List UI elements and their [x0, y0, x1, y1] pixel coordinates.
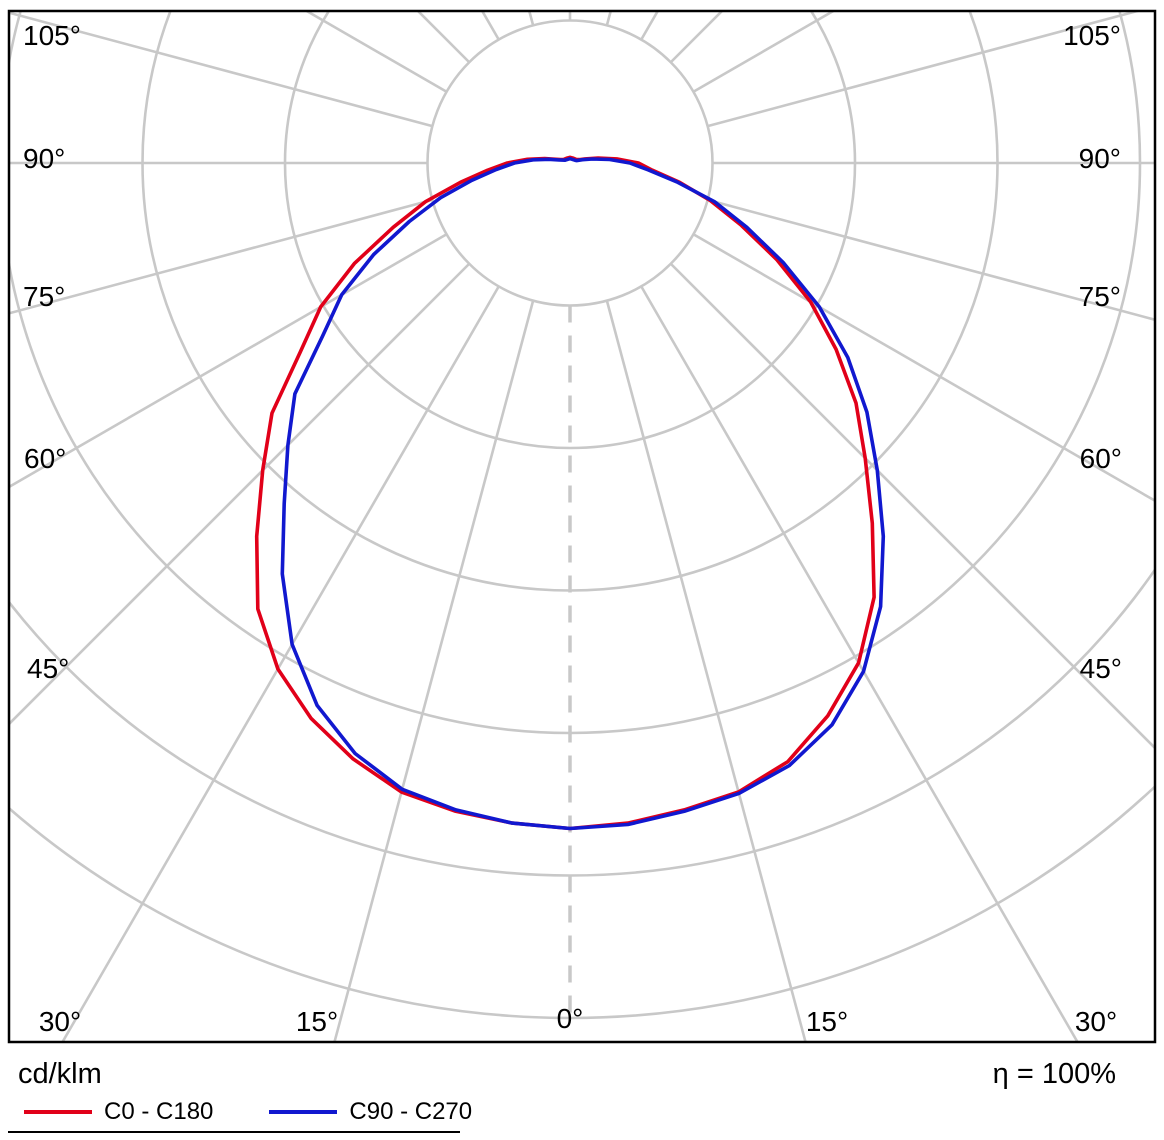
radial-unit-label: cd/klm [18, 1058, 102, 1090]
legend-item-c90-c270: C90 - C270 [269, 1098, 472, 1126]
angle-label-bottom-30l: 30° [39, 1006, 81, 1037]
angle-label-right-60: 60° [1080, 443, 1122, 474]
grid-ray [528, 12, 535, 26]
grid-ray [707, 198, 1154, 321]
grid-ray [605, 300, 807, 1041]
grid-ring [10, 785, 1154, 1020]
grid-ray [605, 12, 612, 26]
legend-blue-line-swatch [269, 1110, 338, 1114]
angle-label-bottom-15l: 15° [296, 1006, 338, 1037]
angle-label-left-45: 45° [27, 653, 69, 684]
chart-frame [7, 9, 1157, 1044]
angle-label-bottom-0: 0° [557, 1003, 584, 1034]
grid-ring [10, 568, 1154, 877]
grid-ray [707, 12, 1139, 128]
legend-label-c90-c270: C90 - C270 [349, 1098, 473, 1125]
angle-label-bottom-30r: 30° [1075, 1006, 1117, 1037]
legend-label-c0-c180: C0 - C180 [104, 1098, 214, 1125]
legend-bottom-rule [8, 1131, 460, 1133]
grid-ray [692, 233, 1154, 502]
legend: C0 - C180 C90 - C270 [24, 1098, 472, 1126]
angle-label-left-105: 105° [23, 20, 81, 51]
angle-label-right-105: 105° [1063, 20, 1121, 51]
grid-ray [10, 12, 433, 128]
grid-ray [669, 262, 1154, 749]
angle-label-bottom-15r: 15° [806, 1006, 848, 1037]
legend-item-c0-c180: C0 - C180 [24, 1098, 213, 1126]
angle-label-left-75: 75° [23, 281, 65, 312]
efficiency-label: η = 100% [992, 1058, 1116, 1090]
curve-c90-c270 [280, 156, 886, 831]
angle-label-left-60: 60° [24, 443, 66, 474]
grid-ray [10, 233, 448, 488]
curve-c0-c180 [254, 155, 876, 831]
angle-label-right-75: 75° [1079, 281, 1121, 312]
grid-ray [10, 262, 471, 725]
angle-label-right-45: 45° [1080, 653, 1122, 684]
legend-red-line-swatch [24, 1110, 92, 1114]
grid-ray [10, 198, 433, 315]
angle-label-right-90: 90° [1079, 143, 1121, 174]
grid-ray [61, 285, 500, 1041]
angle-label-left-90: 90° [23, 143, 65, 174]
grid-ray [333, 300, 535, 1041]
grid-ring [426, 19, 714, 307]
grid-ray [640, 285, 1079, 1041]
intensity-curves [254, 155, 886, 831]
